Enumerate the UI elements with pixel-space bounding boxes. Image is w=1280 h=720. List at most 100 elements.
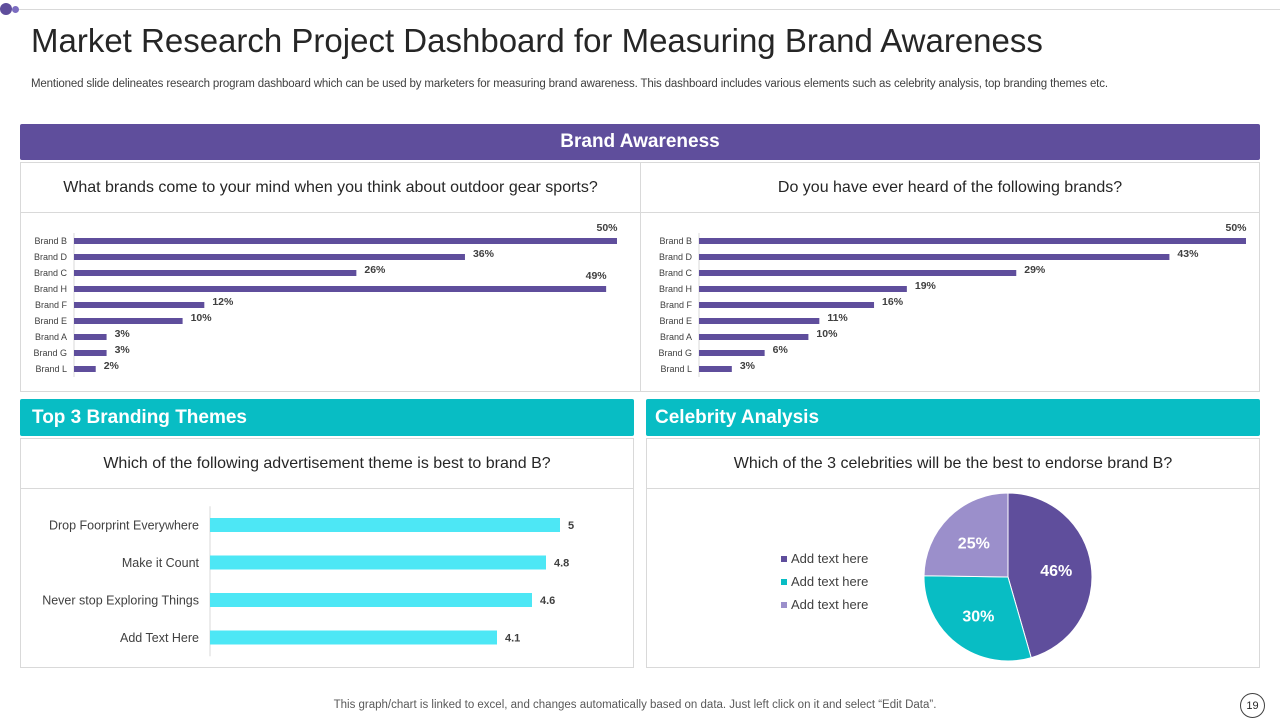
footer-note: This graph/chart is linked to excel, and… <box>333 699 937 711</box>
category-label: Brand H <box>659 284 692 294</box>
legend-label: Add text here <box>791 574 869 589</box>
legend-item: Add text here <box>781 547 868 570</box>
category-label: Drop Foorprint Everywhere <box>49 519 199 533</box>
top-divider-line <box>14 9 1280 10</box>
data-label: 4.8 <box>554 557 569 569</box>
legend-label: Add text here <box>791 597 869 612</box>
data-label: 19% <box>915 280 937 292</box>
data-label: 4.6 <box>540 595 555 607</box>
page-number: 19 <box>1240 693 1265 718</box>
bar <box>699 334 809 340</box>
data-label: 10% <box>816 328 838 340</box>
data-label: 49% <box>586 270 608 282</box>
bar <box>699 366 732 372</box>
data-label: 10% <box>191 312 213 324</box>
data-label: 16% <box>882 296 904 308</box>
heard-brands-chart[interactable]: Brand B 50% Brand D 43% Brand C 29% Brand H 19%… <box>641 213 1261 393</box>
category-label: Brand F <box>35 300 68 310</box>
category-label: Never stop Exploring Things <box>42 594 199 608</box>
chart-question: What brands come to your mind when you t… <box>21 163 640 213</box>
pie-slice <box>923 575 1032 662</box>
legend-label: Add text here <box>791 551 869 566</box>
bar <box>74 270 357 276</box>
celebrity-analysis-header: Celebrity Analysis <box>646 399 1260 436</box>
bar <box>699 254 1170 260</box>
category-label: Add Text Here <box>120 631 199 645</box>
chart-question: Which of the 3 celebrities will be the b… <box>647 439 1259 489</box>
data-label: 3% <box>740 360 756 372</box>
category-label: Brand A <box>660 332 692 342</box>
bar <box>699 318 820 324</box>
bar <box>74 238 617 244</box>
bar <box>699 350 765 356</box>
category-label: Brand D <box>659 252 693 262</box>
category-label: Brand B <box>34 236 67 246</box>
category-label: Brand F <box>660 300 693 310</box>
page-subtitle: Mentioned slide delineates research prog… <box>31 78 1108 90</box>
data-label: 6% <box>773 344 789 356</box>
data-label: 12% <box>212 296 234 308</box>
data-label: 11% <box>827 312 848 324</box>
bar <box>74 350 107 356</box>
decorative-dot-small <box>12 6 19 13</box>
pie-legend: Add text here Add text here Add text her… <box>781 547 868 616</box>
branding-themes-header: Top 3 Branding Themes <box>20 399 634 436</box>
bar <box>699 302 875 308</box>
category-label: Brand G <box>658 348 692 358</box>
category-label: Make it Count <box>122 556 200 570</box>
outdoor-gear-brands-chart[interactable]: Brand B 50% Brand D 36% Brand C 26% Brand H 49%… <box>21 213 642 393</box>
category-label: Brand B <box>659 236 692 246</box>
bar <box>74 302 205 308</box>
bar <box>74 318 183 324</box>
category-label: Brand C <box>659 268 693 278</box>
bar <box>74 334 107 340</box>
data-label: 29% <box>1024 264 1046 276</box>
legend-swatch-lavender <box>781 601 787 608</box>
data-label: 5 <box>568 520 574 532</box>
slice-label: 25% <box>958 535 990 552</box>
legend-item: Add text here <box>781 593 868 616</box>
data-label: 3% <box>115 344 131 356</box>
category-label: Brand A <box>35 332 67 342</box>
legend-item: Add text here <box>781 570 868 593</box>
bar <box>74 286 607 292</box>
legend-swatch-purple <box>781 555 787 562</box>
category-label: Brand L <box>660 364 692 374</box>
slice-label: 30% <box>962 609 994 626</box>
page-title: Market Research Project Dashboard for Me… <box>31 22 1043 59</box>
data-label: 3% <box>115 328 131 340</box>
bar <box>210 518 560 532</box>
data-label: 36% <box>473 248 495 260</box>
chart-question: Which of the following advertisement the… <box>21 439 633 489</box>
data-label: 50% <box>1225 222 1247 234</box>
data-label: 2% <box>104 360 120 372</box>
bar <box>699 238 1246 244</box>
bar <box>210 593 532 607</box>
bar <box>74 254 465 260</box>
data-label: 43% <box>1177 248 1199 260</box>
category-label: Brand D <box>34 252 68 262</box>
chart-question: Do you have ever heard of the following … <box>641 163 1259 213</box>
heard-brands-panel: Do you have ever heard of the following … <box>640 162 1260 392</box>
data-label: 50% <box>596 222 618 234</box>
data-label: 26% <box>364 264 386 276</box>
bar <box>210 555 546 570</box>
outdoor-gear-brands-panel: What brands come to your mind when you t… <box>20 162 641 392</box>
category-label: Brand E <box>659 316 692 326</box>
pie-slice <box>1007 492 1093 659</box>
category-label: Brand G <box>33 348 67 358</box>
category-label: Brand C <box>34 268 68 278</box>
brand-awareness-header: Brand Awareness <box>20 124 1260 160</box>
branding-themes-chart[interactable]: Drop Foorprint Everywhere 5 Make it Count 4… <box>21 489 635 669</box>
data-label: 4.1 <box>505 632 520 644</box>
bar <box>210 630 497 645</box>
category-label: Brand H <box>34 284 67 294</box>
bar <box>699 286 907 292</box>
slice-label: 46% <box>1040 563 1072 580</box>
pie-slice <box>923 492 1009 578</box>
celebrity-pie-chart[interactable]: 46% 30% 25% <box>647 489 1261 669</box>
category-label: Brand L <box>35 364 67 374</box>
branding-themes-panel: Which of the following advertisement the… <box>20 438 634 668</box>
bar <box>699 270 1017 276</box>
category-label: Brand E <box>34 316 67 326</box>
